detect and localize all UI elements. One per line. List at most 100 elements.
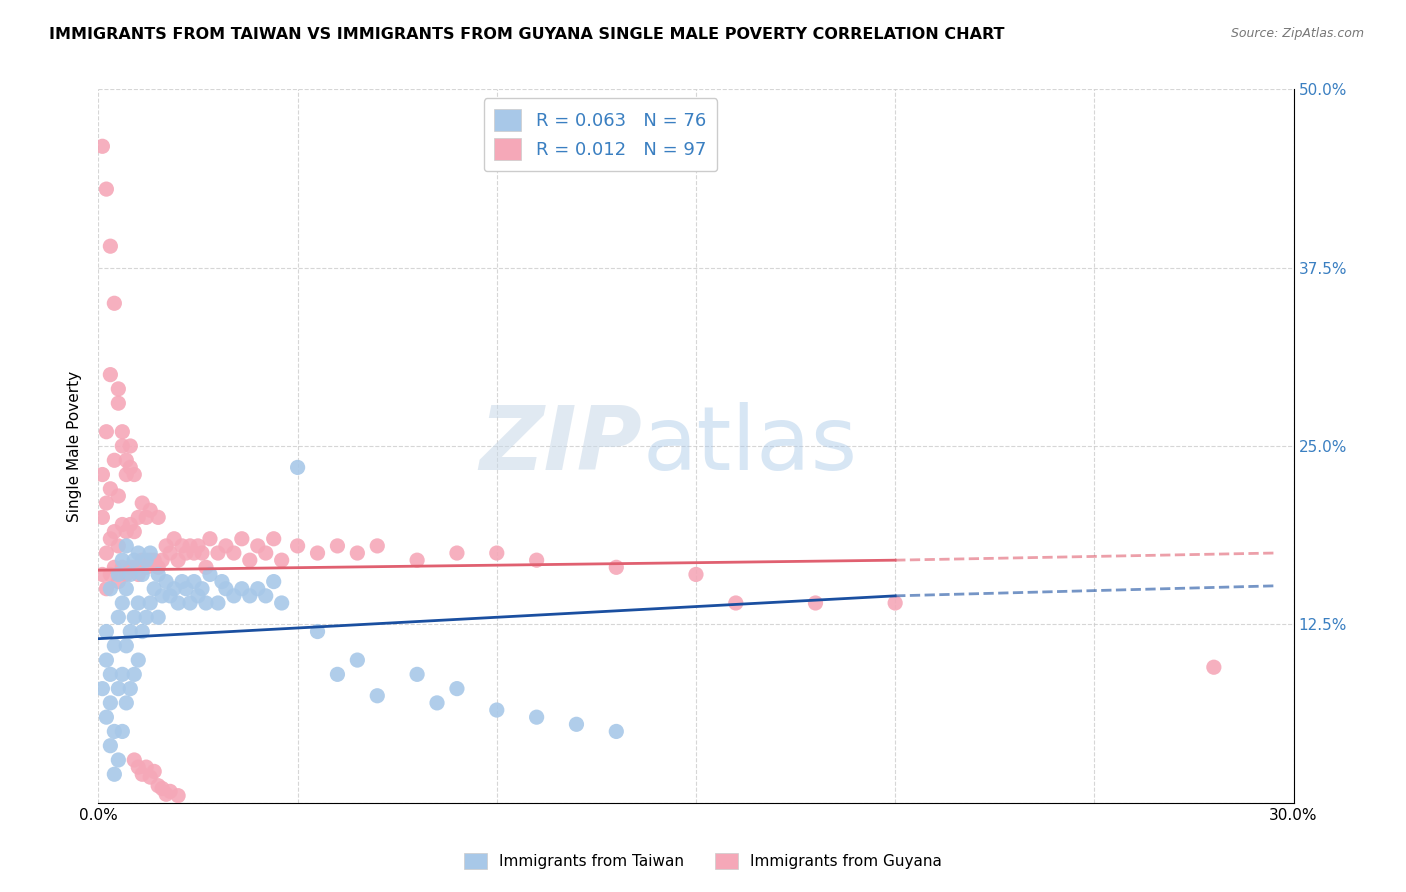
Point [131,624,153,639]
Point [287,539,309,553]
Point [263,532,285,546]
Point [124,753,146,767]
Point [148,567,170,582]
Legend: Immigrants from Taiwan, Immigrants from Guyana: Immigrants from Taiwan, Immigrants from … [458,847,948,875]
Point [124,610,146,624]
Point [270,596,292,610]
Point [191,582,214,596]
Point [307,546,329,560]
Point [98,582,122,596]
Point [124,467,146,482]
Point [159,546,181,560]
Point [804,596,827,610]
Point [195,560,218,574]
Point [263,574,285,589]
Point [163,532,186,546]
Point [124,553,146,567]
Text: IMMIGRANTS FROM TAIWAN VS IMMIGRANTS FROM GUYANA SINGLE MALE POVERTY CORRELATION: IMMIGRANTS FROM TAIWAN VS IMMIGRANTS FRO… [49,27,1005,42]
Point [111,724,134,739]
Point [107,396,129,410]
Point [231,532,253,546]
Point [143,764,166,779]
Point [143,582,166,596]
Point [174,546,197,560]
Point [120,681,142,696]
Point [96,182,118,196]
Point [287,460,309,475]
Point [124,560,146,574]
Point [98,239,122,253]
Point [120,567,142,582]
Point [127,510,149,524]
Point [307,624,329,639]
Point [167,789,190,803]
Point [111,596,134,610]
Point [139,770,162,784]
Point [155,574,177,589]
Point [135,610,157,624]
Point [426,696,449,710]
Point [198,532,221,546]
Point [605,724,627,739]
Point [107,574,129,589]
Point [254,546,277,560]
Point [148,610,170,624]
Point [198,567,221,582]
Point [446,681,468,696]
Point [183,574,205,589]
Point [135,553,157,567]
Point [96,582,118,596]
Point [120,460,142,475]
Point [103,524,125,539]
Point [107,539,129,553]
Point [127,546,149,560]
Point [150,589,173,603]
Point [98,667,122,681]
Point [111,425,134,439]
Point [155,787,177,801]
Point [195,596,218,610]
Point [346,546,368,560]
Point [131,767,153,781]
Point [107,681,129,696]
Point [187,539,209,553]
Point [207,546,229,560]
Point [107,567,129,582]
Point [98,739,122,753]
Point [131,553,153,567]
Point [98,368,122,382]
Point [406,553,429,567]
Point [98,696,122,710]
Point [111,667,134,681]
Point [222,546,245,560]
Point [231,582,253,596]
Point [98,532,122,546]
Point [446,546,468,560]
Text: atlas: atlas [643,402,858,490]
Point [120,517,142,532]
Point [103,639,125,653]
Point [215,539,238,553]
Point [98,482,122,496]
Point [172,539,194,553]
Point [239,553,262,567]
Text: Source: ZipAtlas.com: Source: ZipAtlas.com [1230,27,1364,40]
Point [96,425,118,439]
Point [254,589,277,603]
Point [148,560,170,574]
Point [135,560,157,574]
Point [148,510,170,524]
Point [724,596,747,610]
Point [159,784,181,798]
Point [222,589,245,603]
Point [183,546,205,560]
Point [96,546,118,560]
Point [115,524,138,539]
Point [96,653,118,667]
Point [96,496,118,510]
Point [107,489,129,503]
Point [127,567,149,582]
Point [127,596,149,610]
Point [127,760,149,774]
Point [239,589,262,603]
